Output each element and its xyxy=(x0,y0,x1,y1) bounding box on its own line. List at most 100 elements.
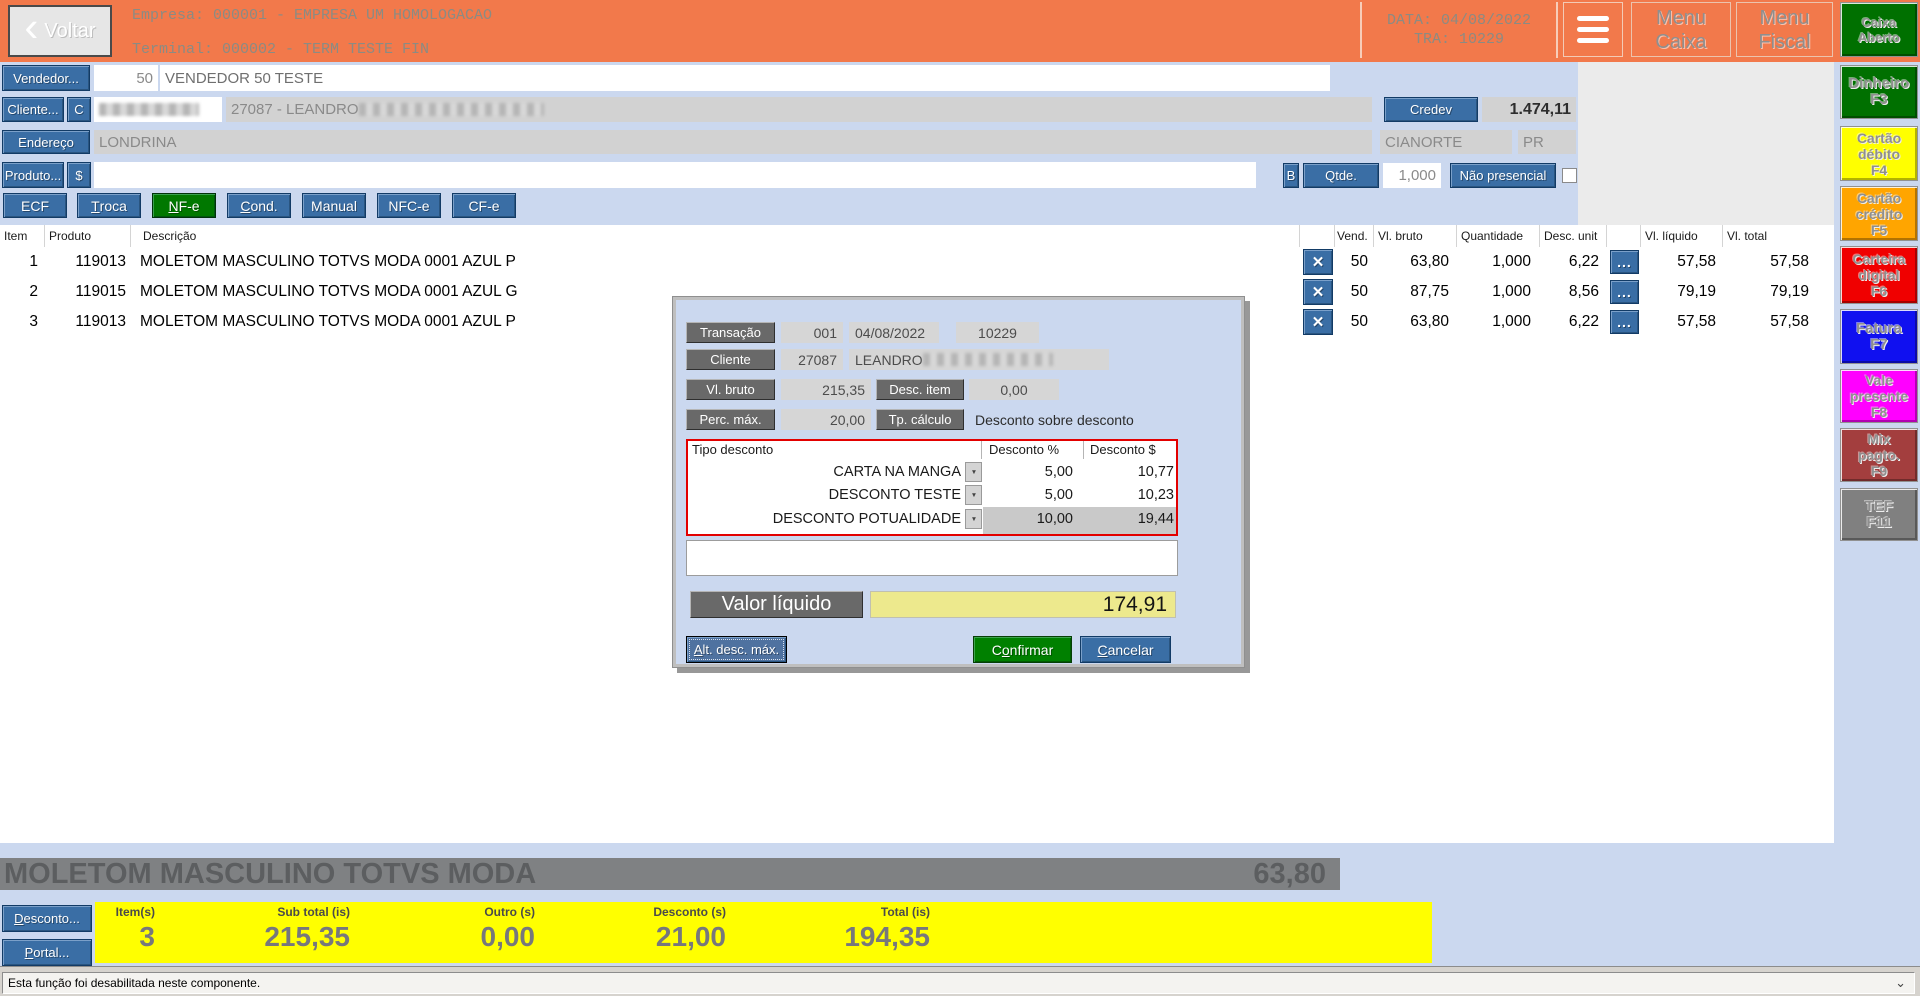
cidade-field: CIANORTE xyxy=(1380,130,1512,154)
row-delete-icon: ✕ xyxy=(1311,284,1325,301)
grid-tipo-header: Tipo desconto xyxy=(692,442,774,457)
vendedor-name-field[interactable]: VENDEDOR 50 TESTE xyxy=(160,65,1330,91)
perc-max-label-button[interactable]: Perc. máx. xyxy=(686,409,775,430)
col-header-item: Item xyxy=(0,225,45,247)
total-geral: Total (is) 194,35 xyxy=(844,905,930,952)
row-delete-button[interactable]: ✕ xyxy=(1303,279,1333,305)
nao-presencial-checkbox[interactable] xyxy=(1562,168,1577,183)
current-product-display: MOLETOM MASCULINO TOTVS MODA 0001 AZUL P… xyxy=(0,858,1340,890)
row-more-button[interactable]: ... xyxy=(1610,250,1639,274)
produto-money-button[interactable]: $ xyxy=(67,162,91,188)
status-dropdown-icon[interactable]: ⌄ xyxy=(1895,975,1906,990)
transacao-tra-field: 10229 xyxy=(956,322,1039,343)
modal-vl-bruto-label-button[interactable]: Vl. bruto xyxy=(686,379,775,400)
vendedor-code-field[interactable]: 50 xyxy=(94,65,158,91)
menu-fiscal-button[interactable]: Menu Fiscal xyxy=(1736,2,1833,57)
sidebar-fatura-f7-button[interactable]: Fatura F7 xyxy=(1840,309,1918,364)
row-more-icon: ... xyxy=(1617,254,1632,270)
sidebar-vale-presente-f8-button[interactable]: Vale presente F8 xyxy=(1840,369,1918,423)
sidebar-tef-f11-button[interactable]: TEF F11 xyxy=(1840,488,1918,541)
hamburger-menu-button[interactable] xyxy=(1563,2,1623,57)
perc-max-field: 20,00 xyxy=(781,409,871,430)
produto-button[interactable]: Produto... xyxy=(2,162,64,188)
cliente-info-field: 27087 - LEANDRO xyxy=(226,97,1372,122)
row-more-button[interactable]: ... xyxy=(1610,280,1639,304)
mode-manual-button[interactable]: Manual xyxy=(302,193,366,218)
col-header-quantidade: Quantidade xyxy=(1457,225,1540,247)
status-message-field: Esta função foi desabilitada neste compo… xyxy=(2,972,1915,994)
company-line: Empresa: 000001 - EMPRESA UM HOMOLOGACAO xyxy=(132,7,493,24)
sidebar-dinheiro-f3-button[interactable]: Dinheiro F3 xyxy=(1840,65,1918,119)
tp-calculo-label-button[interactable]: Tp. cálculo xyxy=(876,409,964,430)
back-button[interactable]: ‹ Voltar xyxy=(8,5,112,57)
transacao-num-field: 001 xyxy=(781,322,843,343)
row-more-icon: ... xyxy=(1617,314,1632,330)
discount-type-dropdown[interactable]: ▼ xyxy=(965,509,982,529)
qtde-field[interactable]: 1,000 xyxy=(1383,163,1441,188)
totals-bar: Item(s) 3 Sub total (is) 215,35 Outro (s) 0… xyxy=(95,902,1432,963)
menu-caixa-button[interactable]: Menu Caixa xyxy=(1631,2,1731,57)
desc-item-label-button[interactable]: Desc. item xyxy=(876,379,964,400)
table-row[interactable]: 3 119013 MOLETOM MASCULINO TOTVS MODA 00… xyxy=(0,307,1834,337)
transacao-data-field: 04/08/2022 xyxy=(849,322,939,343)
discount-type-dropdown[interactable]: ▼ xyxy=(965,485,982,505)
discount-modal: Transação 001 04/08/2022 10229 Cliente 2… xyxy=(672,296,1245,668)
transacao-label-button[interactable]: Transação xyxy=(686,322,775,343)
vendedor-button[interactable]: Vendedor... xyxy=(2,65,90,91)
discount-type-dropdown[interactable]: ▼ xyxy=(965,462,982,482)
sidebar-carteira-digital-f6-button[interactable]: Carteira digital F6 xyxy=(1840,246,1918,304)
row-delete-button[interactable]: ✕ xyxy=(1303,249,1333,275)
cliente-button[interactable]: Cliente... xyxy=(2,97,64,122)
caixa-aberto-button[interactable]: Caixa Aberto xyxy=(1840,2,1918,57)
redacted-cpf xyxy=(99,103,199,116)
col-header-delete xyxy=(1300,225,1335,247)
col-header-vl-total: Vl. total xyxy=(1727,229,1768,243)
selected-row-highlight xyxy=(983,507,1176,534)
back-chevron-icon: ‹ xyxy=(24,3,39,50)
row-delete-icon: ✕ xyxy=(1311,254,1325,271)
credev-value: 1.474,11 xyxy=(1482,97,1576,122)
table-row[interactable]: 1 119013 MOLETOM MASCULINO TOTVS MODA 00… xyxy=(0,247,1834,277)
date-label: DATA: 04/08/2022 xyxy=(1386,12,1532,29)
sidebar-cartao-debito-f4-button[interactable]: Cartão débito F4 xyxy=(1840,126,1918,181)
nao-presencial-button[interactable]: Não presencial xyxy=(1450,163,1556,188)
terminal-line: Terminal: 000002 - TERM TESTE FIN xyxy=(132,41,430,58)
col-header-vl-bruto: Vl. bruto xyxy=(1374,225,1457,247)
produto-input[interactable] xyxy=(94,162,1256,188)
table-row[interactable]: 2 119015 MOLETOM MASCULINO TOTVS MODA 00… xyxy=(0,277,1834,307)
mode-nfce-button[interactable]: NFC-e xyxy=(377,193,441,218)
valor-liquido-label-button[interactable]: Valor líquido xyxy=(690,591,863,618)
row-delete-button[interactable]: ✕ xyxy=(1303,309,1333,335)
empty-list-box xyxy=(686,540,1178,576)
row-more-button[interactable]: ... xyxy=(1610,310,1639,334)
cliente-c-button[interactable]: C xyxy=(67,97,91,122)
total-subtotal: Sub total (is) 215,35 xyxy=(264,905,350,952)
cliente-cpf-field[interactable] xyxy=(94,97,222,122)
endereco-button[interactable]: Endereço xyxy=(2,130,90,154)
grid-val-header: Desconto $ xyxy=(1090,442,1156,457)
mode-nfe-button[interactable]: N F-e xyxy=(152,193,216,218)
right-gray-panel xyxy=(1578,62,1834,225)
b-button[interactable]: B xyxy=(1283,163,1299,188)
modal-vl-bruto-field: 215,35 xyxy=(781,379,871,400)
uf-field: PR xyxy=(1518,130,1576,154)
tra-label: TRA: 10229 xyxy=(1413,31,1504,48)
sidebar-mix-pagto-f9-button[interactable]: Mix pagto. F9 xyxy=(1840,428,1918,482)
dropdown-icon: ▼ xyxy=(970,468,977,476)
total-desconto: Desconto (s) 21,00 xyxy=(653,905,726,952)
credev-button[interactable]: Credev xyxy=(1384,97,1478,122)
mode-cfe-button[interactable]: CF-e xyxy=(452,193,516,218)
qtde-button[interactable]: Qtde. xyxy=(1303,163,1379,188)
sidebar-cartao-credito-f5-button[interactable]: Cartão crédito F5 xyxy=(1840,186,1918,241)
status-message: Esta função foi desabilitada neste compo… xyxy=(8,976,261,990)
mode-ecf-button[interactable]: ECF xyxy=(3,193,67,218)
modal-cliente-label-button[interactable]: Cliente xyxy=(686,349,775,370)
